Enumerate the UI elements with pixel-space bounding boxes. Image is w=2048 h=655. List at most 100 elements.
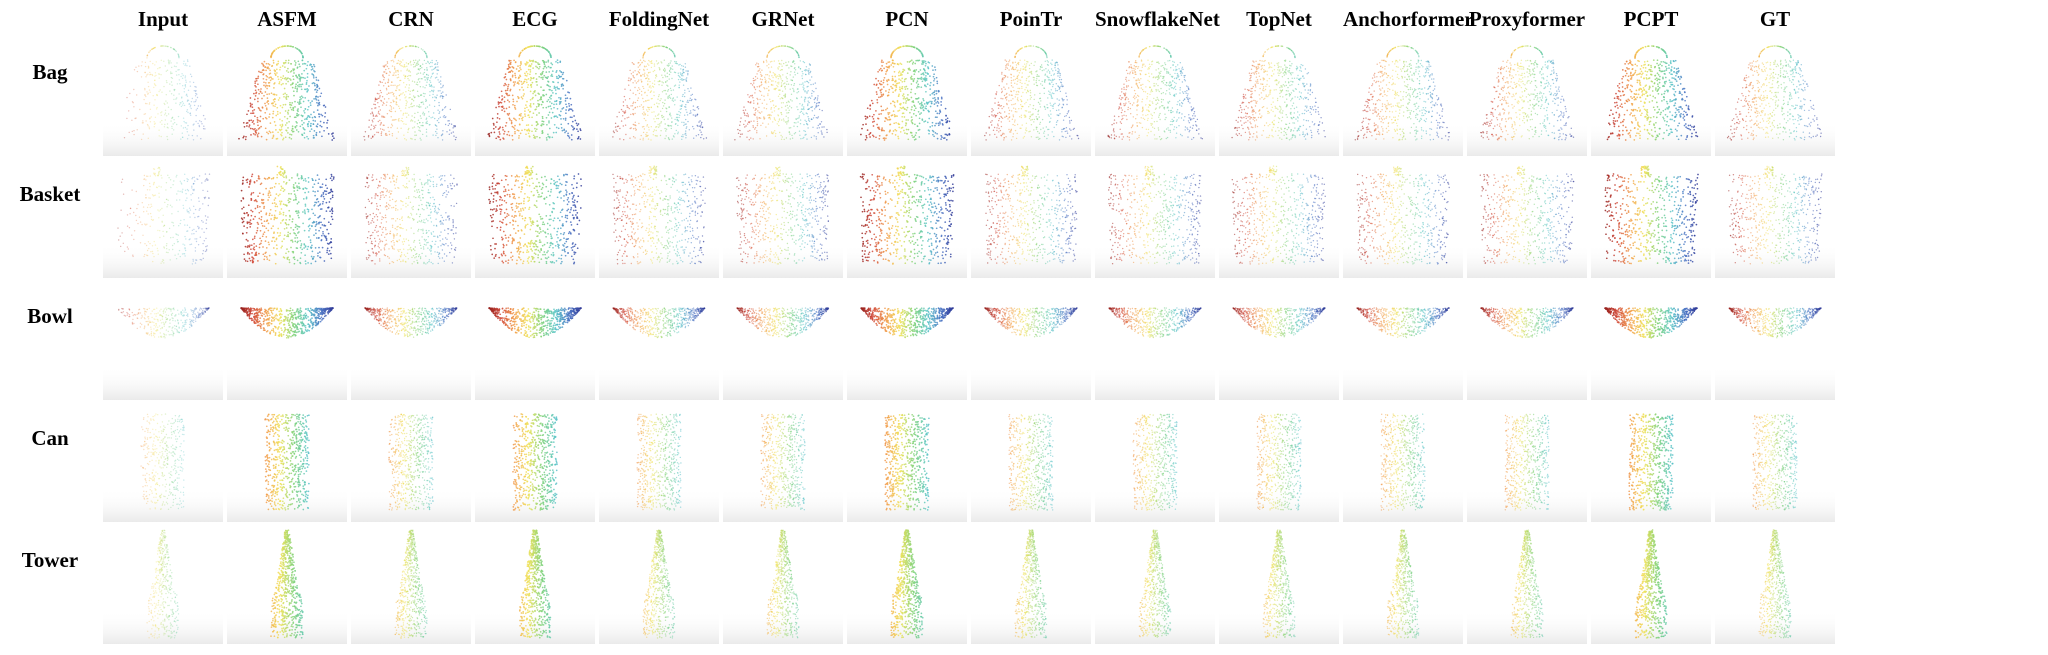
- cell-bag-asfm: [227, 36, 347, 156]
- cell-can-proxyformer: [1467, 402, 1587, 522]
- row-label-can: Can: [0, 426, 100, 451]
- point-cloud: [1219, 280, 1339, 400]
- point-cloud: [1591, 402, 1711, 522]
- column-header-gt: GT: [1715, 4, 1835, 34]
- column-header-pcpt: PCPT: [1591, 4, 1711, 34]
- cell-can-grnet: [723, 402, 843, 522]
- cell-can-pointr: [971, 402, 1091, 522]
- row-label-bowl: Bowl: [0, 304, 100, 329]
- cell-basket-asfm: [227, 158, 347, 278]
- cell-bowl-anchorformer: [1343, 280, 1463, 400]
- ground-shadow: [103, 122, 223, 156]
- point-cloud: [1715, 402, 1835, 522]
- ground-shadow: [1095, 488, 1215, 522]
- point-cloud: [103, 524, 223, 644]
- ground-shadow: [1343, 122, 1463, 156]
- ground-shadow: [1715, 366, 1835, 400]
- column-header-grnet: GRNet: [723, 4, 843, 34]
- ground-shadow: [723, 122, 843, 156]
- cell-bag-input: [103, 36, 223, 156]
- point-cloud: [723, 36, 843, 156]
- point-cloud: [103, 158, 223, 278]
- cell-bowl-pcn: [847, 280, 967, 400]
- ground-shadow: [723, 488, 843, 522]
- points: [1729, 307, 1822, 338]
- column-header-input: Input: [103, 4, 223, 34]
- point-cloud: [1343, 36, 1463, 156]
- ground-shadow: [103, 488, 223, 522]
- cell-basket-anchorformer: [1343, 158, 1463, 278]
- point-cloud: [475, 36, 595, 156]
- points: [1356, 307, 1449, 338]
- point-cloud: [1591, 524, 1711, 644]
- cell-can-crn: [351, 402, 471, 522]
- cell-tower-crn: [351, 524, 471, 644]
- point-cloud: [723, 402, 843, 522]
- ground-shadow: [351, 488, 471, 522]
- cell-can-anchorformer: [1343, 402, 1463, 522]
- ground-shadow: [1591, 366, 1711, 400]
- cell-can-pcpt: [1591, 402, 1711, 522]
- ground-shadow: [475, 366, 595, 400]
- cell-can-foldingnet: [599, 402, 719, 522]
- cell-can-ecg: [475, 402, 595, 522]
- column-header-anchorformer: Anchorformer: [1343, 4, 1463, 34]
- ground-shadow: [1715, 244, 1835, 278]
- point-cloud: [1715, 158, 1835, 278]
- point-cloud: [1591, 36, 1711, 156]
- cell-bag-snowflakenet: [1095, 36, 1215, 156]
- points: [984, 307, 1077, 337]
- row-label-bag: Bag: [0, 60, 100, 85]
- point-cloud: [1343, 524, 1463, 644]
- point-cloud: [1219, 36, 1339, 156]
- points: [860, 307, 954, 338]
- cell-basket-ecg: [475, 158, 595, 278]
- point-cloud: [847, 402, 967, 522]
- cell-can-asfm: [227, 402, 347, 522]
- ground-shadow: [971, 610, 1091, 644]
- ground-shadow: [599, 244, 719, 278]
- point-cloud: [351, 158, 471, 278]
- cell-tower-snowflakenet: [1095, 524, 1215, 644]
- point-cloud: [599, 280, 719, 400]
- cell-bag-ecg: [475, 36, 595, 156]
- cell-bag-foldingnet: [599, 36, 719, 156]
- point-cloud: [227, 158, 347, 278]
- cell-bowl-crn: [351, 280, 471, 400]
- point-cloud: [1591, 280, 1711, 400]
- cell-bag-pcpt: [1591, 36, 1711, 156]
- cell-can-snowflakenet: [1095, 402, 1215, 522]
- ground-shadow: [1095, 366, 1215, 400]
- column-header-ecg: ECG: [475, 4, 595, 34]
- ground-shadow: [1219, 122, 1339, 156]
- point-cloud: [103, 280, 223, 400]
- cell-basket-pointr: [971, 158, 1091, 278]
- point-cloud: [599, 158, 719, 278]
- point-cloud: [351, 524, 471, 644]
- cell-bowl-asfm: [227, 280, 347, 400]
- point-cloud: [599, 524, 719, 644]
- column-header-pcn: PCN: [847, 4, 967, 34]
- point-cloud: [971, 36, 1091, 156]
- ground-shadow: [599, 366, 719, 400]
- cell-tower-input: [103, 524, 223, 644]
- points: [364, 307, 457, 338]
- points: [488, 307, 582, 338]
- point-cloud: [599, 402, 719, 522]
- cell-bag-gt: [1715, 36, 1835, 156]
- cell-basket-snowflakenet: [1095, 158, 1215, 278]
- cell-tower-ecg: [475, 524, 595, 644]
- column-header-pointr: PoinTr: [971, 4, 1091, 34]
- point-cloud: [1467, 280, 1587, 400]
- point-cloud: [475, 280, 595, 400]
- row-label-basket: Basket: [0, 182, 100, 207]
- point-cloud: [847, 158, 967, 278]
- point-cloud: [1715, 524, 1835, 644]
- point-cloud: [227, 280, 347, 400]
- ground-shadow: [1467, 244, 1587, 278]
- column-header-proxyformer: Proxyformer: [1467, 4, 1587, 34]
- cell-basket-proxyformer: [1467, 158, 1587, 278]
- ground-shadow: [723, 366, 843, 400]
- point-cloud: [1591, 158, 1711, 278]
- cell-bowl-gt: [1715, 280, 1835, 400]
